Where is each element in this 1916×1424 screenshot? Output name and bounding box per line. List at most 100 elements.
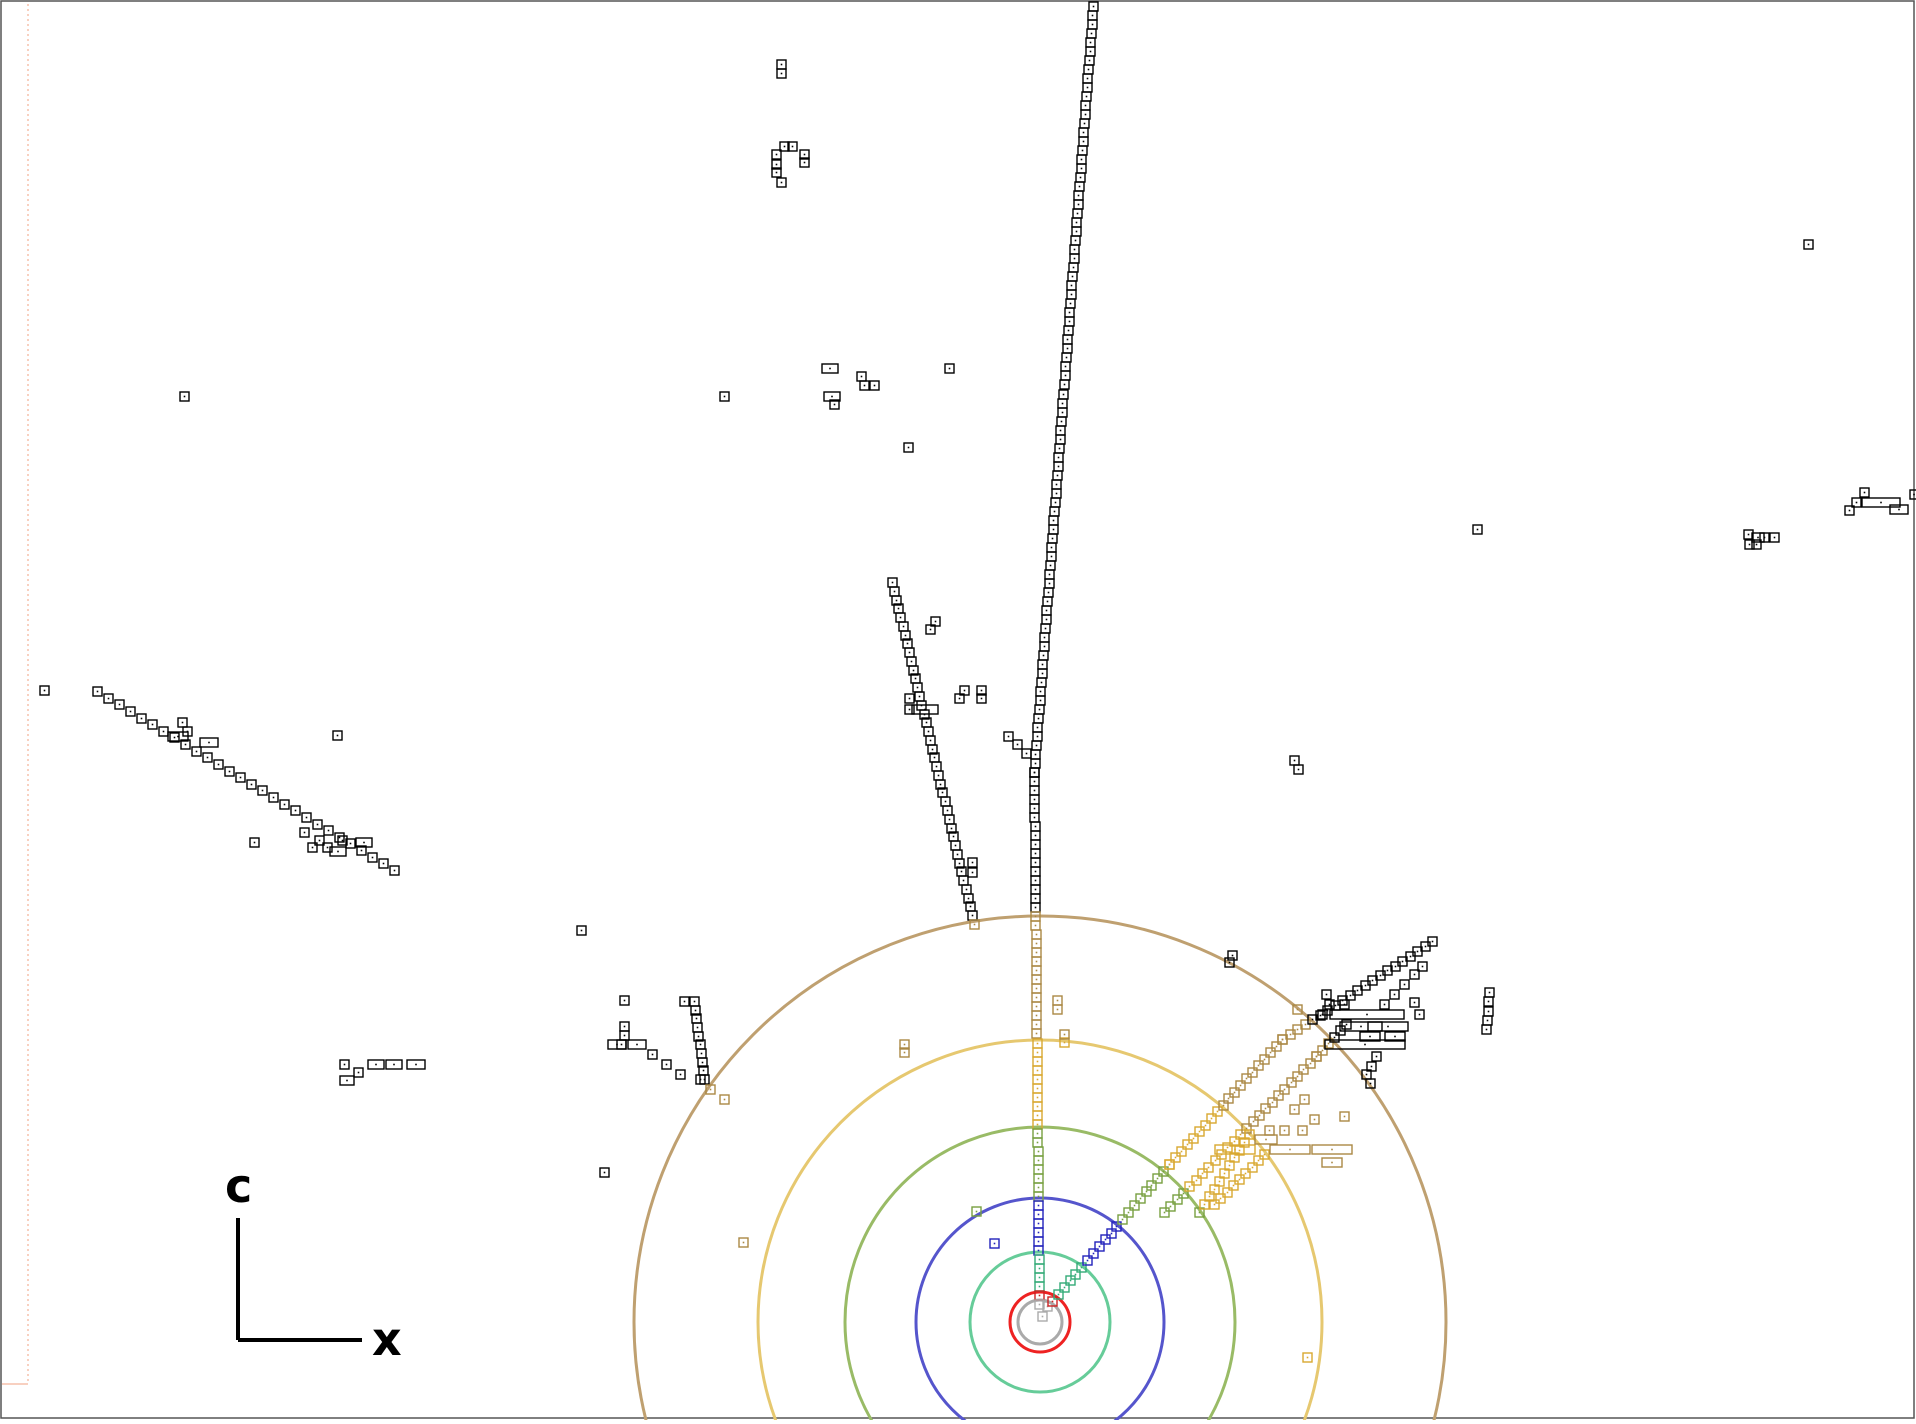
hit-cell xyxy=(1030,749,1041,760)
hit-cell xyxy=(869,380,880,391)
hit-cell xyxy=(1030,830,1041,841)
hit-cell xyxy=(177,717,188,728)
hit-cell xyxy=(661,1059,672,1070)
hit-cell xyxy=(1240,1168,1251,1179)
hit-cell xyxy=(719,1094,730,1105)
hit-cell xyxy=(1043,587,1054,598)
hit-cell xyxy=(235,772,246,783)
hit-cell xyxy=(967,867,978,878)
hit-cell xyxy=(1247,1162,1258,1173)
hit-cell xyxy=(1055,425,1066,436)
hit-cell xyxy=(1188,1133,1199,1144)
hit-cell xyxy=(1030,866,1041,877)
detector-ring-3 xyxy=(914,1196,1166,1424)
hit-cell xyxy=(1292,1071,1303,1082)
hit-cell xyxy=(1076,154,1087,165)
hit-cell xyxy=(927,744,938,755)
hit-cell xyxy=(619,1021,630,1032)
hit-cell xyxy=(1076,163,1087,174)
hit-cell xyxy=(1030,758,1041,769)
hit-cell xyxy=(1037,668,1048,679)
hit-cell xyxy=(1329,1032,1340,1043)
hit-cell xyxy=(1379,999,1390,1010)
hit-cell xyxy=(1241,1123,1252,1134)
hit-cell xyxy=(1481,1024,1492,1035)
hit-cell xyxy=(1049,506,1060,517)
hit-cell xyxy=(692,1022,703,1033)
hit-cell xyxy=(1117,1214,1128,1225)
hit-cell xyxy=(1293,764,1304,775)
hit-cell xyxy=(1087,19,1098,30)
hit-cell xyxy=(182,726,193,737)
hit-cell xyxy=(1164,1159,1175,1170)
hit-cell xyxy=(1029,812,1040,823)
hit-cell xyxy=(1031,1028,1042,1039)
hit-cell xyxy=(290,805,301,816)
hit-cell xyxy=(959,685,970,696)
hit-cell xyxy=(961,884,972,895)
hit-cell xyxy=(1482,1015,1493,1026)
hit-cell xyxy=(1389,989,1400,1000)
hit-cell xyxy=(1159,1207,1170,1218)
hit-cell xyxy=(1032,1065,1043,1076)
hit-cell xyxy=(946,823,957,834)
hit-cell xyxy=(1033,1227,1044,1238)
hit-cell xyxy=(389,865,400,876)
hit-cell xyxy=(406,1059,426,1070)
hit-cell xyxy=(1039,641,1050,652)
hit-cell xyxy=(1484,987,1495,998)
hit-cell xyxy=(1299,1094,1310,1105)
hit-cell xyxy=(1032,1110,1043,1121)
hit-cell xyxy=(1054,443,1065,454)
hit-cell xyxy=(1033,1182,1044,1193)
hit-cell xyxy=(1012,739,1023,750)
hit-cell xyxy=(1048,515,1059,526)
hit-cell xyxy=(1172,1194,1183,1205)
hit-cell xyxy=(1069,253,1080,264)
hit-cell xyxy=(1044,569,1055,580)
hit-cell xyxy=(1751,532,1765,543)
hit-cell xyxy=(1292,1004,1303,1015)
hit-cell xyxy=(599,1167,610,1178)
hit-cell xyxy=(1279,1084,1290,1095)
hit-cell xyxy=(1078,136,1089,147)
hit-cell xyxy=(1047,533,1058,544)
hit-cell xyxy=(1069,244,1080,255)
hit-cell xyxy=(923,726,934,737)
hit-cell xyxy=(1072,208,1083,219)
hit-cell xyxy=(950,840,961,851)
hit-cell xyxy=(1032,1056,1043,1067)
hit-cell xyxy=(307,842,318,853)
hit-cell xyxy=(1200,1120,1211,1131)
hit-cell xyxy=(1030,839,1041,850)
hit-cell xyxy=(1409,969,1420,980)
hit-cell xyxy=(1302,1352,1313,1363)
hit-cell xyxy=(1129,1200,1140,1211)
hit-cell xyxy=(1265,1047,1276,1058)
hit-cell xyxy=(1074,181,1085,192)
hit-cell xyxy=(367,1059,385,1070)
hit-cell xyxy=(705,1084,716,1095)
hit-cell xyxy=(114,699,125,710)
hit-cell xyxy=(1033,1209,1044,1220)
hit-cell xyxy=(1030,875,1041,886)
hit-cell xyxy=(1070,1269,1081,1280)
hit-cell xyxy=(1032,1047,1043,1058)
hit-cell xyxy=(933,770,944,781)
hit-cell xyxy=(779,141,790,152)
hit-cell xyxy=(1191,1175,1202,1186)
hit-cell xyxy=(1273,1090,1284,1101)
hit-cell xyxy=(689,996,700,1007)
hit-cell xyxy=(1158,1166,1169,1177)
hit-cell xyxy=(1031,938,1042,949)
hit-cell xyxy=(912,682,923,693)
hit-cell xyxy=(1769,532,1780,543)
hit-cell xyxy=(908,665,919,676)
hit-cell xyxy=(1041,605,1052,616)
hit-cell xyxy=(1253,1060,1264,1071)
hit-cell xyxy=(903,442,914,453)
hit-cell xyxy=(1209,1199,1220,1210)
hit-cell xyxy=(799,149,810,160)
hit-cell xyxy=(353,1067,364,1078)
hit-cell xyxy=(1051,488,1062,499)
